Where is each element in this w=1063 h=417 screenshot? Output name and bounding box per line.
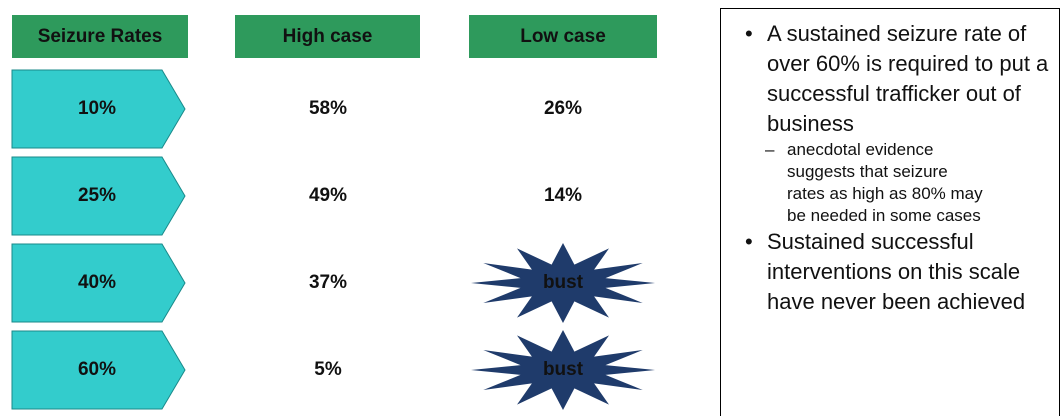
cell-value: 37% bbox=[309, 272, 347, 293]
cell-value: 25% bbox=[78, 185, 116, 206]
cell-value: bust bbox=[543, 359, 584, 380]
rate-arrow bbox=[11, 69, 186, 149]
rate-arrow bbox=[11, 330, 186, 410]
cell-value: 49% bbox=[309, 185, 347, 206]
header-label: Low case bbox=[520, 26, 606, 47]
cell-value: 40% bbox=[78, 272, 116, 293]
cell-value: 58% bbox=[309, 98, 347, 119]
cell-value: 60% bbox=[78, 359, 116, 380]
cell-value: 5% bbox=[314, 359, 342, 380]
notes-box: A sustained seizure rate of over 60% is … bbox=[720, 8, 1060, 416]
header-label: High case bbox=[283, 26, 373, 47]
cell-value: 10% bbox=[78, 98, 116, 119]
cell-value: 14% bbox=[544, 185, 582, 206]
sub-bullet: anecdotal evidence suggests that seizure… bbox=[765, 139, 987, 227]
rate-arrow bbox=[11, 156, 186, 236]
header-box bbox=[469, 15, 657, 58]
table-diagram: Seizure Rates High case Low case 10% 58% 26% 2… bbox=[11, 15, 657, 410]
starburst bbox=[471, 243, 655, 323]
rate-arrow bbox=[11, 243, 186, 323]
cell-value: 26% bbox=[544, 98, 582, 119]
header-label: Seizure Rates bbox=[38, 26, 163, 47]
cell-value: bust bbox=[543, 272, 584, 293]
header-box bbox=[235, 15, 420, 58]
starburst bbox=[471, 330, 655, 410]
bullet: A sustained seizure rate of over 60% is … bbox=[739, 19, 1057, 139]
bullet: Sustained successful interventions on th… bbox=[739, 227, 1057, 317]
header-box bbox=[12, 15, 188, 58]
